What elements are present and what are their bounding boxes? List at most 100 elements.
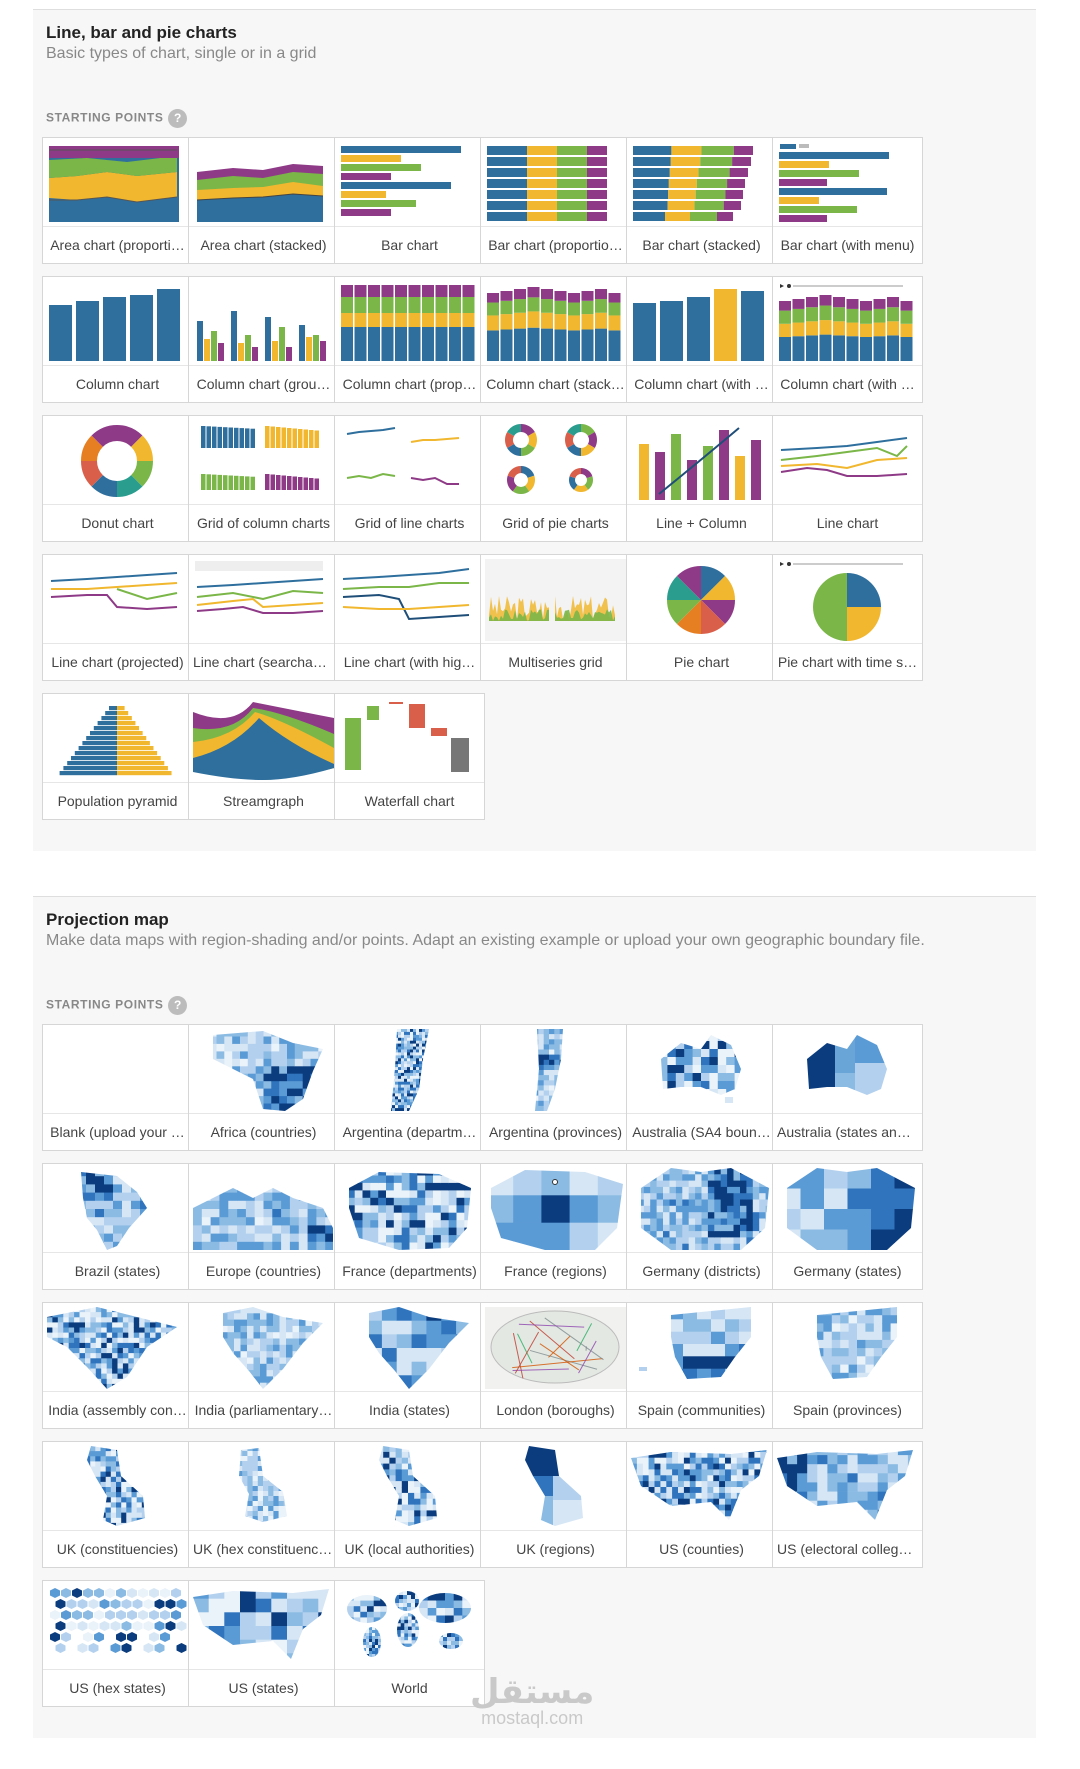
template-card[interactable]: Bar chart	[334, 137, 485, 264]
watermark-latin: mostaql.com	[481, 1708, 584, 1728]
starting-points-label: STARTING POINTS	[46, 110, 164, 125]
template-card[interactable]: Bar chart (stacked)	[626, 137, 777, 264]
help-icon[interactable]: ?	[168, 996, 188, 1015]
map-uk-local-icon	[379, 1446, 437, 1526]
column-stacked-icon	[487, 287, 621, 361]
template-card[interactable]: Spain (provinces)	[772, 1302, 923, 1429]
map-argentina-departments-icon	[391, 1029, 429, 1111]
template-card-label: Column chart (with …	[773, 365, 922, 403]
template-card[interactable]: Column chart (grou…	[188, 276, 339, 403]
template-card-label: Line chart (projected)	[43, 643, 192, 681]
help-icon[interactable]: ?	[168, 109, 188, 128]
template-card[interactable]: Line chart	[772, 415, 923, 542]
map-london-icon	[485, 1307, 626, 1389]
bar-stacked-icon	[633, 146, 753, 221]
template-card[interactable]: Europe (countries)	[188, 1163, 339, 1290]
map-france-regions-icon	[491, 1170, 623, 1250]
template-card-label: UK (local authorities)	[335, 1530, 484, 1568]
line-column-icon	[639, 427, 761, 500]
template-card[interactable]: Brazil (states)	[42, 1163, 193, 1290]
template-card[interactable]: Donut chart	[42, 415, 193, 542]
template-card-label: Bar chart	[335, 226, 484, 264]
map-germany-districts-icon	[641, 1168, 769, 1250]
template-card[interactable]: Australia (SA4 boun…	[626, 1024, 777, 1151]
template-card[interactable]: Spain (communities)	[626, 1302, 777, 1429]
template-card[interactable]: Area chart (proporti…	[42, 137, 193, 264]
pie-time-icon	[780, 562, 903, 641]
template-card[interactable]: Pie chart with time s…	[772, 554, 923, 681]
template-card[interactable]: Africa (countries)	[188, 1024, 339, 1151]
template-card[interactable]: UK (hex constituenci…	[188, 1441, 339, 1568]
template-card[interactable]: UK (regions)	[480, 1441, 631, 1568]
template-card-label: Column chart (with …	[627, 365, 776, 403]
template-card[interactable]: Pie chart	[626, 554, 777, 681]
template-card[interactable]: World	[334, 1580, 485, 1707]
template-card[interactable]: Line chart (projected)	[42, 554, 193, 681]
template-card[interactable]: Line chart (with hig…	[334, 554, 485, 681]
map-india-assembly-icon	[47, 1307, 177, 1389]
map-brazil-icon	[81, 1172, 147, 1250]
template-card[interactable]: Waterfall chart	[334, 693, 485, 820]
map-africa-icon	[213, 1031, 323, 1111]
bar-icon	[341, 146, 461, 216]
map-australia-sa4-icon	[661, 1035, 741, 1103]
streamgraph-icon	[193, 702, 334, 780]
template-card[interactable]: UK (local authorities)	[334, 1441, 485, 1568]
template-card[interactable]: Argentina (provinces)	[480, 1024, 631, 1151]
grid-lines-icon	[346, 427, 460, 485]
template-card[interactable]: Multiseries grid	[480, 554, 631, 681]
template-card[interactable]: Grid of column charts	[188, 415, 339, 542]
template-card[interactable]: Column chart	[42, 276, 193, 403]
template-card[interactable]: Blank (upload your …	[42, 1024, 193, 1151]
template-card[interactable]: Line + Column	[626, 415, 777, 542]
template-card-label: Blank (upload your …	[43, 1113, 192, 1151]
map-germany-states-icon	[787, 1168, 915, 1250]
template-card[interactable]: Australia (states and…	[772, 1024, 923, 1151]
section-projection-map: Projection map Make data maps with regio…	[33, 896, 1036, 1738]
map-us-electoral-icon	[777, 1450, 913, 1520]
template-card-label: Waterfall chart	[335, 782, 484, 820]
template-card[interactable]: US (hex states)	[42, 1580, 193, 1707]
template-card-label: Column chart (prop…	[335, 365, 484, 403]
template-card[interactable]: US (counties)	[626, 1441, 777, 1568]
template-card[interactable]: Line chart (searchab…	[188, 554, 339, 681]
template-card-label: London (boroughs)	[481, 1391, 630, 1429]
template-card-label: UK (hex constituenci…	[189, 1530, 338, 1568]
template-card[interactable]: Germany (states)	[772, 1163, 923, 1290]
template-card-label: Area chart (proporti…	[43, 226, 192, 264]
template-card[interactable]: France (departments)	[334, 1163, 485, 1290]
template-card-label: France (departments)	[335, 1252, 484, 1290]
template-card[interactable]: Streamgraph	[188, 693, 339, 820]
template-card[interactable]: London (boroughs)	[480, 1302, 631, 1429]
line-projected-icon	[50, 572, 178, 611]
template-card[interactable]: India (assembly con…	[42, 1302, 193, 1429]
template-card[interactable]: Grid of pie charts	[480, 415, 631, 542]
template-card[interactable]: Column chart (prop…	[334, 276, 485, 403]
template-card[interactable]: US (electoral college…	[772, 1441, 923, 1568]
section-subtitle: Make data maps with region-shading and/o…	[46, 932, 925, 949]
template-card[interactable]: Area chart (stacked)	[188, 137, 339, 264]
template-card[interactable]: Bar chart (with menu)	[772, 137, 923, 264]
template-card[interactable]: US (states)	[188, 1580, 339, 1707]
template-card[interactable]: UK (constituencies)	[42, 1441, 193, 1568]
template-card[interactable]: Column chart (with …	[772, 276, 923, 403]
template-card[interactable]: Column chart (stack…	[480, 276, 631, 403]
template-card[interactable]: India (parliamentary…	[188, 1302, 339, 1429]
template-card-label: US (electoral college…	[773, 1530, 922, 1568]
template-card[interactable]: Grid of line charts	[334, 415, 485, 542]
template-card[interactable]: France (regions)	[480, 1163, 631, 1290]
template-card[interactable]: Population pyramid	[42, 693, 193, 820]
template-card-label: Spain (provinces)	[773, 1391, 922, 1429]
line-searchable-icon	[195, 561, 324, 614]
area-proportional-icon	[49, 146, 179, 222]
map-spain-communities-icon	[639, 1307, 751, 1379]
map-us-states-icon	[193, 1589, 329, 1659]
template-card[interactable]: Bar chart (proportio…	[480, 137, 631, 264]
template-card[interactable]: Column chart (with …	[626, 276, 777, 403]
column-time-icon	[779, 284, 913, 361]
template-card[interactable]: Germany (districts)	[626, 1163, 777, 1290]
section-chart-types: Line, bar and pie charts Basic types of …	[33, 9, 1036, 851]
template-card[interactable]: India (states)	[334, 1302, 485, 1429]
watermark-logo: مستقل mostaql.com	[470, 1672, 594, 1729]
template-card[interactable]: Argentina (departm…	[334, 1024, 485, 1151]
